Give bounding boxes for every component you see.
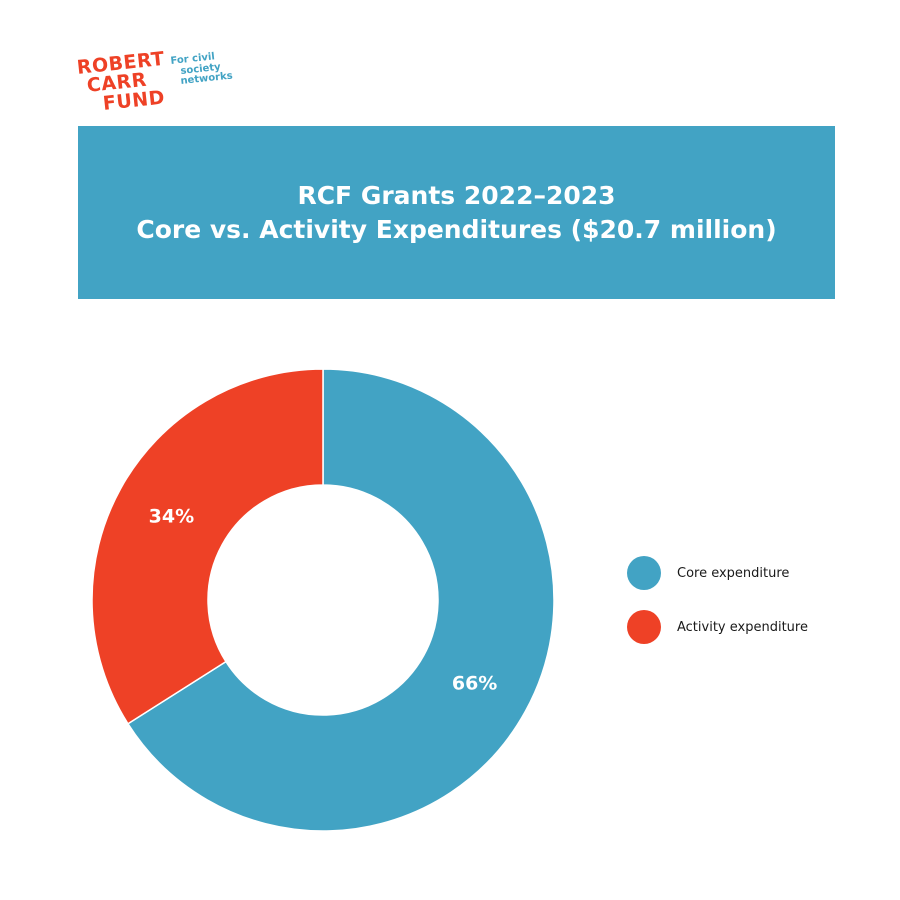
slice-label-activity-expenditure: 34% — [149, 506, 194, 528]
legend-item-core: Core expenditure — [627, 556, 808, 590]
title-banner: RCF Grants 2022–2023 Core vs. Activity E… — [78, 126, 835, 299]
slice-core-expenditure — [126, 368, 555, 832]
slice-activity-expenditure — [91, 368, 324, 725]
chart-subtitle: Core vs. Activity Expenditures ($20.7 mi… — [136, 214, 777, 244]
legend-item-activity: Activity expenditure — [627, 610, 808, 644]
chart-legend: Core expenditure Activity expenditure — [627, 556, 808, 664]
legend-label-activity: Activity expenditure — [677, 619, 808, 635]
slice-label-core-expenditure: 66% — [452, 672, 497, 694]
legend-swatch-core — [627, 556, 661, 590]
chart-title: RCF Grants 2022–2023 — [297, 180, 616, 210]
legend-label-core: Core expenditure — [677, 565, 790, 581]
legend-swatch-activity — [627, 610, 661, 644]
